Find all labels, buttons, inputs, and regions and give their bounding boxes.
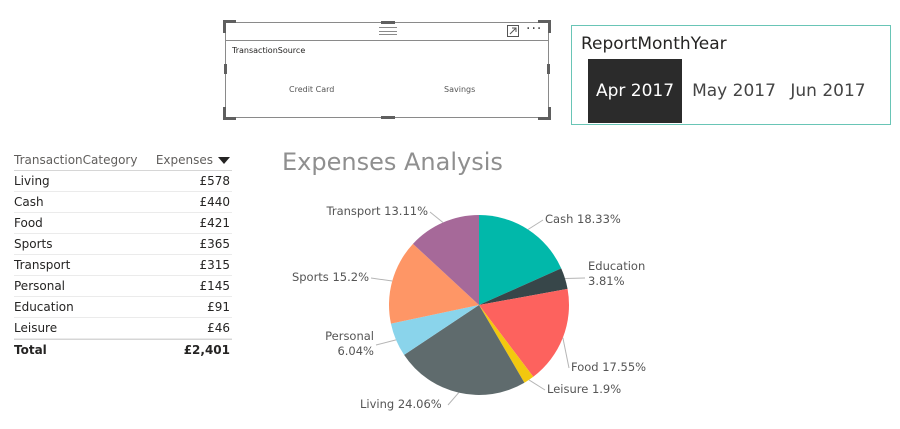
category-cell: Education	[14, 300, 74, 314]
leader-line	[375, 339, 397, 346]
slice-label-sports: Sports 15.2%	[292, 270, 369, 284]
table-row[interactable]: Personal £145	[14, 276, 232, 297]
slicer-option-savings[interactable]: Savings	[444, 85, 476, 94]
expenses-cell: £315	[199, 258, 230, 272]
pie-slice-transport[interactable]	[412, 215, 479, 305]
expenses-cell: £440	[199, 195, 230, 209]
pie-slice-personal[interactable]	[390, 305, 479, 355]
header-divider	[225, 40, 549, 41]
category-cell: Living	[14, 174, 50, 188]
leader-line	[562, 337, 570, 369]
expenses-cell: £91	[207, 300, 230, 314]
category-cell: Personal	[14, 279, 66, 293]
category-cell: Leisure	[14, 321, 58, 335]
table-total-row: Total £2,401	[14, 339, 232, 360]
slicer-title: TransactionSource	[232, 46, 306, 55]
focus-mode-icon[interactable]	[507, 25, 519, 37]
pie-slice-cash[interactable]	[479, 215, 562, 305]
month-option-apr-2017[interactable]: Apr 2017	[588, 59, 682, 123]
pie-slice-food[interactable]	[479, 288, 570, 377]
leader-line	[447, 392, 460, 406]
pie-slice-living[interactable]	[404, 305, 525, 395]
slice-label-cash: Cash 18.33%	[545, 212, 621, 226]
expenses-cell: £365	[199, 237, 230, 251]
month-option-jun-2017[interactable]: Jun 2017	[790, 81, 866, 101]
slicer-option-credit-card[interactable]: Credit Card	[289, 85, 335, 94]
pie-slice-sports[interactable]	[389, 243, 479, 324]
chart-title: Expenses Analysis	[282, 148, 503, 176]
resize-handle[interactable]	[547, 64, 550, 74]
slice-label-personal: Personal 6.04%	[325, 329, 374, 358]
month-option-may-2017[interactable]: May 2017	[692, 81, 776, 101]
more-options-icon[interactable]: ···	[526, 21, 543, 37]
leader-line	[370, 277, 393, 282]
leader-line	[429, 211, 444, 223]
total-value: £2,401	[183, 343, 230, 357]
pie-slice-education[interactable]	[479, 268, 568, 305]
table-row[interactable]: Education £91	[14, 297, 232, 318]
expenses-table: TransactionCategory Expenses Living £578 …	[14, 150, 232, 360]
slice-label-living: Living 24.06%	[360, 397, 442, 411]
slicer-title: ReportMonthYear	[581, 34, 727, 54]
total-label: Total	[14, 343, 47, 357]
expenses-cell: £46	[207, 321, 230, 335]
resize-handle[interactable]	[381, 116, 395, 119]
expenses-cell: £421	[199, 216, 230, 230]
table-row[interactable]: Leisure £46	[14, 318, 232, 339]
resize-handle[interactable]	[223, 107, 236, 120]
resize-handle[interactable]	[381, 21, 395, 24]
resize-handle[interactable]	[223, 20, 236, 33]
slice-label-transport: Transport 13.11%	[326, 204, 429, 218]
pie-slice-leisure[interactable]	[479, 305, 534, 383]
resize-handle[interactable]	[538, 20, 551, 33]
table-row[interactable]: Living £578	[14, 171, 232, 192]
slice-label-education: Education 3.81%	[588, 259, 645, 288]
slice-label-food: Food 17.55%	[571, 360, 646, 374]
table-header-row: TransactionCategory Expenses	[14, 150, 232, 171]
column-header-category[interactable]: TransactionCategory	[14, 153, 138, 167]
transaction-source-slicer[interactable]: ··· TransactionSource Credit Card Saving…	[223, 20, 551, 120]
slice-label-leisure: Leisure 1.9%	[547, 382, 621, 396]
leader-line	[528, 379, 546, 391]
resize-handle[interactable]	[224, 64, 227, 74]
leader-line	[527, 219, 544, 230]
category-cell: Cash	[14, 195, 44, 209]
table-row[interactable]: Cash £440	[14, 192, 232, 213]
expenses-cell: £578	[199, 174, 230, 188]
drag-grip-icon[interactable]	[379, 27, 397, 35]
category-cell: Food	[14, 216, 43, 230]
table-row[interactable]: Transport £315	[14, 255, 232, 276]
report-month-year-slicer: ReportMonthYear Apr 2017 May 2017 Jun 20…	[571, 25, 891, 125]
category-cell: Sports	[14, 237, 53, 251]
expenses-cell: £145	[199, 279, 230, 293]
column-header-expenses[interactable]: Expenses	[144, 150, 232, 170]
resize-handle[interactable]	[538, 107, 551, 120]
table-row[interactable]: Food £421	[14, 213, 232, 234]
column-header-label: Expenses	[155, 153, 213, 167]
category-cell: Transport	[14, 258, 71, 272]
table-row[interactable]: Sports £365	[14, 234, 232, 255]
sort-descending-icon[interactable]	[218, 157, 230, 164]
